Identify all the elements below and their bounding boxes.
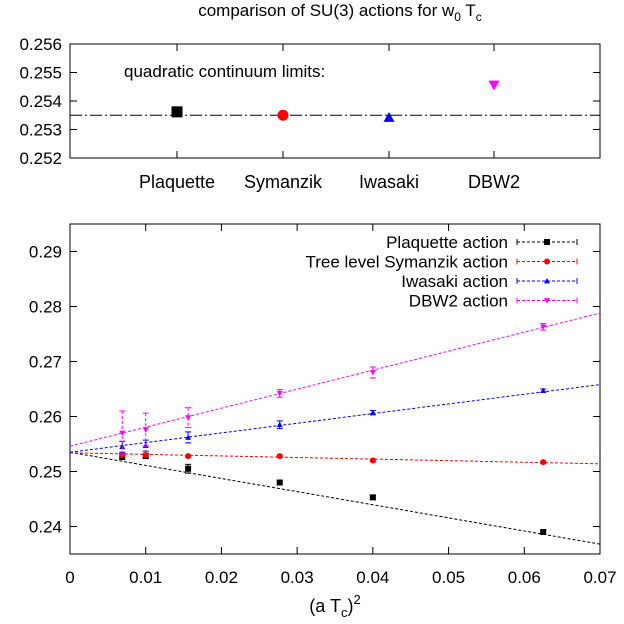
marker-dbw2-action bbox=[276, 391, 283, 397]
bottom-y-ticks: 0.29 0.28 0.27 0.26 0.25 0.24 bbox=[29, 243, 600, 537]
y-tick-label: 0.25 bbox=[29, 463, 62, 482]
continuum-limit-plaquette bbox=[171, 106, 183, 118]
data-point-iwasaki-action bbox=[369, 409, 376, 416]
data-point-plaquette-action bbox=[369, 494, 376, 501]
top-title-subscript-c: c bbox=[476, 10, 482, 24]
top-y-tick-label: 0.253 bbox=[19, 121, 62, 140]
fit-line-dbw2-action bbox=[69, 312, 601, 447]
data-point-plaquette-action bbox=[276, 479, 283, 486]
top-annotation: quadratic continuum limits: bbox=[124, 62, 325, 81]
y-tick-label: 0.26 bbox=[29, 408, 62, 427]
top-y-tick-label: 0.254 bbox=[19, 92, 62, 111]
data-point-tree-level-symanzik-action bbox=[276, 453, 283, 460]
top-x-ticks bbox=[176, 44, 495, 158]
data-point-iwasaki-action bbox=[185, 431, 192, 444]
data-point-plaquette-action bbox=[185, 463, 192, 474]
data-point-dbw2-action bbox=[119, 410, 126, 456]
data-point-tree-level-symanzik-action bbox=[369, 457, 376, 464]
legend-marker-tree-level-symanzik-action bbox=[544, 258, 550, 265]
x-axis-label: (a Tc)2 bbox=[309, 592, 360, 620]
top-y-ticks: 0.256 0.255 0.254 0.253 0.252 bbox=[19, 35, 600, 168]
bottom-panel: 0.29 0.28 0.27 0.26 0.25 0.24 0 0.01 0.02 0.03 0.… bbox=[29, 223, 617, 620]
marker-dbw2-action bbox=[540, 324, 547, 330]
category-label-plaquette: Plaquette bbox=[139, 172, 215, 192]
marker-tree-level-symanzik-action bbox=[142, 452, 149, 458]
category-label-dbw2: DBW2 bbox=[468, 172, 520, 192]
top-y-tick-label: 0.252 bbox=[19, 149, 62, 168]
marker-dbw2-action bbox=[119, 430, 126, 436]
x-tick-label: 0 bbox=[65, 568, 74, 587]
continuum-limit-symanzik bbox=[277, 109, 289, 121]
data-point-tree-level-symanzik-action bbox=[185, 453, 192, 460]
marker-dbw2-action bbox=[142, 427, 149, 433]
marker-dbw2-action bbox=[185, 415, 192, 421]
fit-line-tree-level-symanzik-action bbox=[69, 452, 601, 465]
data-point-dbw2-action bbox=[142, 412, 149, 447]
legend-marker-dbw2-action bbox=[544, 298, 550, 304]
top-markers bbox=[171, 80, 500, 122]
legend-label-plaquette-action: Plaquette action bbox=[386, 233, 508, 252]
top-title: comparison of SU(3) actions for w0 Tc bbox=[198, 1, 482, 24]
x-tick-label: 0.01 bbox=[129, 568, 162, 587]
x-tick-label: 0.07 bbox=[583, 568, 616, 587]
marker-iwasaki-action bbox=[369, 409, 376, 416]
data-point-dbw2-action bbox=[540, 323, 547, 331]
bottom-plot-frame bbox=[69, 223, 601, 555]
top-panel: comparison of SU(3) actions for w0 Tc 0.… bbox=[19, 1, 601, 192]
legend-label-iwasaki-action: Iwasaki action bbox=[401, 272, 508, 291]
top-y-tick-label: 0.256 bbox=[19, 35, 62, 54]
data-point-dbw2-action bbox=[276, 389, 283, 398]
data-points bbox=[119, 323, 547, 535]
marker-iwasaki-action bbox=[540, 387, 547, 394]
x-tick-label: 0.05 bbox=[432, 568, 465, 587]
marker-plaquette-action bbox=[369, 494, 376, 501]
marker-tree-level-symanzik-action bbox=[276, 453, 283, 460]
category-label-iwasaki: Iwasaki bbox=[359, 172, 419, 192]
legend-label-dbw2-action: DBW2 action bbox=[409, 292, 508, 311]
x-axis-label-subscript: c bbox=[341, 605, 348, 620]
x-tick-label: 0.04 bbox=[356, 568, 389, 587]
marker-plaquette-action bbox=[276, 479, 283, 486]
data-point-dbw2-action bbox=[185, 407, 192, 428]
legend-marker-iwasaki-action bbox=[544, 278, 550, 284]
fit-lines bbox=[69, 312, 601, 545]
marker-tree-level-symanzik-action bbox=[540, 459, 547, 466]
fit-line-plaquette-action bbox=[69, 451, 601, 545]
legend-label-tree-level-symanzik-action: Tree level Symanzik action bbox=[305, 253, 508, 272]
data-point-iwasaki-action bbox=[276, 420, 283, 430]
top-category-labels: Plaquette Symanzik Iwasaki DBW2 bbox=[139, 172, 520, 192]
x-tick-label: 0.02 bbox=[205, 568, 238, 587]
data-point-tree-level-symanzik-action bbox=[540, 459, 547, 466]
x-tick-label: 0.03 bbox=[281, 568, 314, 587]
legend-marker-plaquette-action bbox=[544, 239, 550, 245]
y-tick-label: 0.29 bbox=[29, 243, 62, 262]
y-tick-label: 0.24 bbox=[29, 518, 62, 537]
marker-dbw2-action bbox=[369, 370, 376, 376]
marker-plaquette-action bbox=[540, 529, 547, 535]
marker-iwasaki-action bbox=[185, 434, 192, 440]
fit-line-iwasaki-action bbox=[69, 384, 601, 453]
marker-plaquette-action bbox=[185, 465, 192, 472]
bottom-x-ticks: 0 0.01 0.02 0.03 0.04 0.05 0.06 0.07 bbox=[65, 224, 617, 587]
data-point-tree-level-symanzik-action bbox=[142, 452, 149, 458]
x-axis-label-superscript: 2 bbox=[353, 592, 360, 607]
data-point-iwasaki-action bbox=[540, 387, 547, 394]
marker-iwasaki-action bbox=[276, 421, 283, 428]
y-tick-label: 0.27 bbox=[29, 353, 62, 372]
data-point-dbw2-action bbox=[369, 366, 376, 379]
data-point-plaquette-action bbox=[540, 529, 547, 535]
category-label-symanzik: Symanzik bbox=[244, 172, 323, 192]
marker-tree-level-symanzik-action bbox=[185, 453, 192, 460]
top-title-subscript-w: 0 bbox=[454, 10, 461, 24]
top-y-tick-label: 0.255 bbox=[19, 64, 62, 83]
marker-tree-level-symanzik-action bbox=[369, 457, 376, 464]
continuum-limit-iwasaki bbox=[383, 112, 395, 122]
x-tick-label: 0.06 bbox=[508, 568, 541, 587]
continuum-limit-dbw2 bbox=[488, 80, 500, 91]
y-tick-label: 0.28 bbox=[29, 298, 62, 317]
